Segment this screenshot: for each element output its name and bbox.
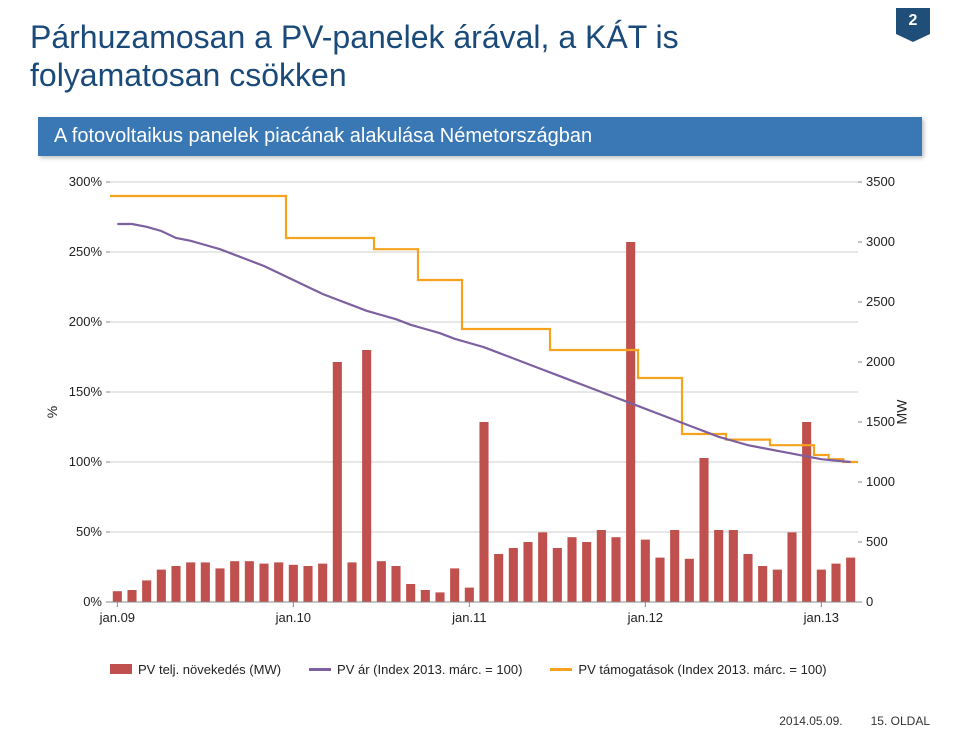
legend-label-support: PV támogatások (Index 2013. márc. = 100) xyxy=(578,662,826,677)
slide: 2 Párhuzamosan a PV-panelek árával, a KÁ… xyxy=(0,0,960,742)
svg-text:3000: 3000 xyxy=(866,234,895,249)
svg-text:150%: 150% xyxy=(69,384,103,399)
svg-text:2500: 2500 xyxy=(866,294,895,309)
footer: 2014.05.09. 15. OLDAL xyxy=(779,714,930,728)
chart-area: % MW 0% 50% 100% 150% 200% 250% 300% 0 500 1000 15… xyxy=(40,172,920,652)
chart-svg: 0% 50% 100% 150% 200% 250% 300% 0 500 1000 1500 200… xyxy=(40,172,920,652)
svg-text:jan.13: jan.13 xyxy=(803,610,839,625)
page-number-badge: 2 xyxy=(896,8,930,34)
legend-swatch-support xyxy=(550,668,572,671)
legend-swatch-price xyxy=(309,668,331,671)
legend-item-price: PV ár (Index 2013. márc. = 100) xyxy=(309,662,522,677)
svg-text:100%: 100% xyxy=(69,454,103,469)
subtitle-bar: A fotovoltaikus panelek piacának alakulá… xyxy=(38,117,922,156)
svg-text:jan.09: jan.09 xyxy=(99,610,135,625)
svg-text:500: 500 xyxy=(866,534,888,549)
legend-item-bars: PV telj. növekedés (MW) xyxy=(110,662,281,677)
legend-label-price: PV ár (Index 2013. márc. = 100) xyxy=(337,662,522,677)
svg-text:0%: 0% xyxy=(83,594,102,609)
footer-date: 2014.05.09. xyxy=(779,714,842,728)
legend-label-bars: PV telj. növekedés (MW) xyxy=(138,662,281,677)
svg-text:2000: 2000 xyxy=(866,354,895,369)
svg-text:3500: 3500 xyxy=(866,174,895,189)
legend-swatch-bars xyxy=(110,664,132,674)
svg-text:1000: 1000 xyxy=(866,474,895,489)
svg-text:200%: 200% xyxy=(69,314,103,329)
y-left-axis-label: % xyxy=(44,406,60,418)
footer-page: 15. OLDAL xyxy=(871,714,930,728)
svg-text:1500: 1500 xyxy=(866,414,895,429)
svg-text:300%: 300% xyxy=(69,174,103,189)
page-title: Párhuzamosan a PV-panelek árával, a KÁT … xyxy=(30,18,790,95)
svg-text:jan.12: jan.12 xyxy=(627,610,663,625)
svg-text:jan.10: jan.10 xyxy=(275,610,311,625)
legend-item-support: PV támogatások (Index 2013. márc. = 100) xyxy=(550,662,826,677)
y-right-axis-label: MW xyxy=(894,399,910,424)
svg-text:0: 0 xyxy=(866,594,873,609)
svg-text:jan.11: jan.11 xyxy=(451,610,486,625)
legend: PV telj. növekedés (MW) PV ár (Index 201… xyxy=(110,662,930,677)
svg-text:50%: 50% xyxy=(76,524,102,539)
svg-text:250%: 250% xyxy=(69,244,103,259)
